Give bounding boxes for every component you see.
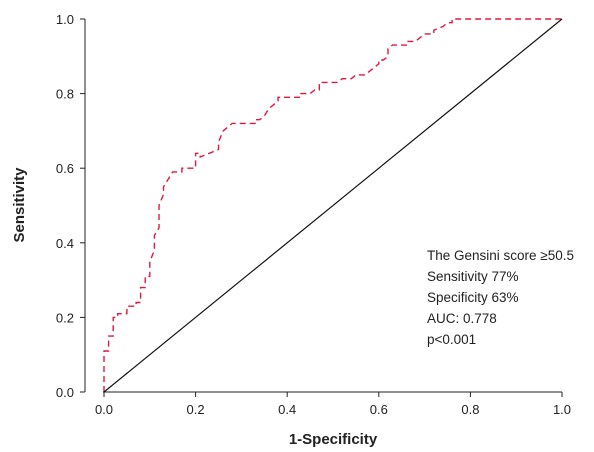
y-tick-label: 0.8 xyxy=(56,87,74,102)
y-tick-group: 0.0 0.2 0.4 0.6 0.8 1.0 xyxy=(56,12,85,400)
y-axis-title: Sensitivity xyxy=(11,167,28,243)
x-tick-label: 0.2 xyxy=(187,402,205,417)
y-tick-label: 1.0 xyxy=(56,12,74,27)
x-tick-label: 0.0 xyxy=(95,402,113,417)
reference-diagonal-line xyxy=(103,18,563,393)
y-tick-label: 0.0 xyxy=(56,385,74,400)
annotation-p-value: p<0.001 xyxy=(427,332,476,347)
x-tick-label: 0.4 xyxy=(278,402,296,417)
y-tick-label: 0.2 xyxy=(56,310,74,325)
annotation-sensitivity: Sensitivity 77% xyxy=(427,269,519,284)
annotation-auc: AUC: 0.778 xyxy=(427,311,497,326)
x-tick-label: 0.6 xyxy=(370,402,388,417)
roc-curve-line xyxy=(103,18,562,392)
annotation-title: The Gensini score ≥50.5 xyxy=(427,248,574,263)
x-axis-title: 1-Specificity xyxy=(289,431,378,448)
x-tick-label: 1.0 xyxy=(553,402,571,417)
annotation-block: The Gensini score ≥50.5 Sensitivity 77% … xyxy=(427,248,574,347)
series-layer xyxy=(103,18,563,393)
x-tick-label: 0.8 xyxy=(461,402,479,417)
x-tick-group: 0.0 0.2 0.4 0.6 0.8 1.0 xyxy=(95,392,571,417)
y-tick-label: 0.4 xyxy=(56,236,74,251)
annotation-specificity: Specificity 63% xyxy=(427,290,519,305)
y-tick-label: 0.6 xyxy=(56,161,74,176)
